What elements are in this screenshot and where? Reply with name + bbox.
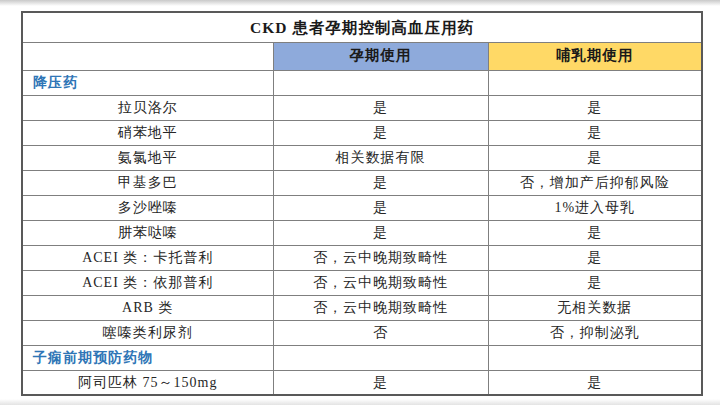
lactation-value-cell: 是 [488,95,702,120]
pregnancy-value-cell: 是 [273,170,488,195]
pregnancy-value-cell: 是 [273,95,488,120]
drug-name-cell: ARB 类 [22,295,273,320]
table-row-labetalol: 拉贝洛尔 是 是 [22,95,702,120]
table-row-nifedipine: 硝苯地平 是 是 [22,120,702,145]
lactation-value-cell: 是 [488,145,702,170]
lactation-value-cell: 否，抑制泌乳 [488,320,702,345]
table-row-doxazosin: 多沙唑嗪 是 1%进入母乳 [22,195,702,220]
pregnancy-value-cell: 是 [273,120,488,145]
drug-name-cell: 拉贝洛尔 [22,95,273,120]
table-row-captopril: ACEI 类：卡托普利 否，云中晚期致畸性 是 [22,245,702,270]
lactation-value-cell: 是 [488,220,702,245]
pregnancy-value-cell: 相关数据有限 [273,145,488,170]
lactation-value-cell [488,70,702,95]
lactation-value-cell: 无相关数据 [488,295,702,320]
pregnancy-value-cell: 否，云中晚期致畸性 [273,295,488,320]
drug-header-cell [22,42,273,70]
section-label-cell: 子痫前期预防药物 [22,345,273,370]
drug-name-cell: 肼苯哒嗪 [22,220,273,245]
pregnancy-value-cell: 否，云中晚期致畸性 [273,270,488,295]
pregnancy-value-cell: 否，云中晚期致畸性 [273,245,488,270]
medication-table: CKD 患者孕期控制高血压用药 孕期使用 哺乳期使用 降压药 拉贝洛尔 是 是 … [21,11,703,396]
pregnancy-value-cell: 是 [273,220,488,245]
pregnancy-header-cell: 孕期使用 [273,42,488,70]
table-row-methyldopa: 甲基多巴 是 否，增加产后抑郁风险 [22,170,702,195]
drug-name-cell: 多沙唑嗪 [22,195,273,220]
pregnancy-value-cell [273,345,488,370]
drug-name-cell: 硝苯地平 [22,120,273,145]
top-edge-band [0,0,720,6]
drug-name-cell: ACEI 类：依那普利 [22,270,273,295]
pregnancy-value-cell: 否 [273,320,488,345]
bottom-edge-band [0,399,720,405]
section-row-preeclampsia-prevention: 子痫前期预防药物 [22,345,702,370]
lactation-value-cell: 否，增加产后抑郁风险 [488,170,702,195]
table-header-row: 孕期使用 哺乳期使用 [22,42,702,70]
lactation-value-cell [488,345,702,370]
table-title-row: CKD 患者孕期控制高血压用药 [22,12,702,42]
pregnancy-value-cell: 是 [273,370,488,395]
table-title: CKD 患者孕期控制高血压用药 [22,12,702,42]
section-label-cell: 降压药 [22,70,273,95]
lactation-value-cell: 1%进入母乳 [488,195,702,220]
section-row-antihypertensives: 降压药 [22,70,702,95]
pregnancy-value-cell [273,70,488,95]
lactation-value-cell: 是 [488,370,702,395]
drug-name-cell: 噻嗪类利尿剂 [22,320,273,345]
table-row-enalapril: ACEI 类：依那普利 否，云中晚期致畸性 是 [22,270,702,295]
drug-name-cell: ACEI 类：卡托普利 [22,245,273,270]
table-row-aspirin: 阿司匹林 75～150mg 是 是 [22,370,702,395]
drug-name-cell: 甲基多巴 [22,170,273,195]
lactation-header-cell: 哺乳期使用 [488,42,702,70]
table-row-thiazide: 噻嗪类利尿剂 否 否，抑制泌乳 [22,320,702,345]
lactation-value-cell: 是 [488,245,702,270]
pregnancy-value-cell: 是 [273,195,488,220]
lactation-value-cell: 是 [488,270,702,295]
lactation-value-cell: 是 [488,120,702,145]
table-row-hydralazine: 肼苯哒嗪 是 是 [22,220,702,245]
drug-name-cell: 阿司匹林 75～150mg [22,370,273,395]
table-row-arb: ARB 类 否，云中晚期致畸性 无相关数据 [22,295,702,320]
drug-name-cell: 氨氯地平 [22,145,273,170]
table-row-amlodipine: 氨氯地平 相关数据有限 是 [22,145,702,170]
